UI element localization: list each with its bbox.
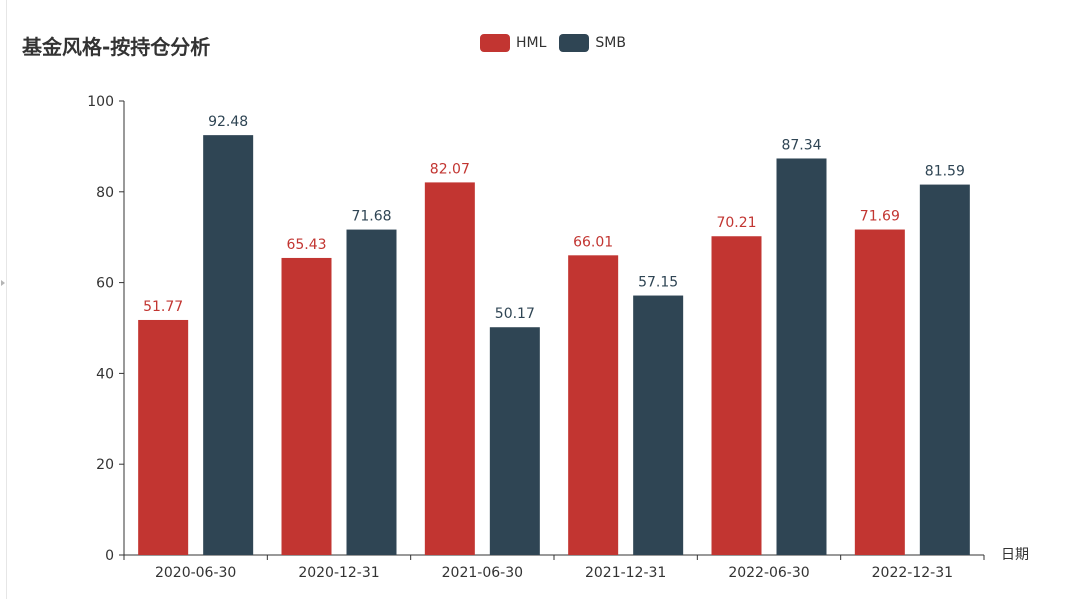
legend-item-hml[interactable]: HML [480, 34, 546, 52]
bar-value-label: 71.69 [860, 209, 900, 225]
bar-smb [776, 158, 827, 556]
x-tick-label: 2021-06-30 [442, 565, 523, 581]
bar-value-label: 50.17 [495, 306, 535, 322]
bar-value-label: 51.77 [143, 299, 183, 315]
bar-hml [281, 257, 332, 555]
x-tick-label: 2022-12-31 [872, 565, 953, 581]
chart-title: 基金风格-按持仓分析 [22, 35, 211, 59]
bar-smb [489, 327, 540, 555]
legend-swatch-hml [480, 34, 510, 52]
y-tick-label: 60 [96, 276, 114, 292]
bar-value-label: 66.01 [573, 234, 613, 250]
bar-hml [568, 255, 619, 555]
bar-value-label: 81.59 [925, 164, 965, 180]
legend-item-smb[interactable]: SMB [559, 34, 626, 52]
bar-smb [203, 135, 254, 555]
bar-value-label: 92.48 [208, 114, 248, 130]
bar-smb [919, 184, 970, 555]
expand-handle-icon[interactable] [1, 280, 5, 286]
bar-smb [346, 229, 397, 555]
bar-hml [854, 229, 905, 555]
bar-value-label: 70.21 [716, 215, 756, 231]
bar-value-label: 82.07 [430, 161, 470, 177]
bar-hml [138, 319, 189, 555]
bar-value-label: 87.34 [781, 137, 821, 153]
panel-divider [6, 0, 7, 599]
legend-label-smb: SMB [595, 35, 626, 51]
y-tick-label: 20 [96, 457, 114, 473]
y-tick-label: 40 [96, 366, 114, 382]
bar-value-label: 65.43 [286, 237, 326, 253]
bar-smb [633, 295, 684, 555]
y-tick-label: 0 [105, 548, 114, 564]
x-axis-label: 日期 [1001, 547, 1029, 563]
bar-hml [711, 236, 762, 556]
x-tick-label: 2022-06-30 [728, 565, 809, 581]
legend: HML SMB [480, 33, 639, 53]
bar-hml [424, 182, 475, 555]
x-tick-label: 2020-06-30 [155, 565, 236, 581]
x-tick-label: 2020-12-31 [298, 565, 379, 581]
x-tick-label: 2021-12-31 [585, 565, 666, 581]
bar-value-label: 57.15 [638, 275, 678, 291]
y-tick-label: 100 [87, 94, 114, 110]
y-tick-label: 80 [96, 185, 114, 201]
legend-swatch-smb [559, 34, 590, 52]
legend-label-hml: HML [516, 35, 547, 51]
bar-value-label: 71.68 [351, 209, 391, 225]
